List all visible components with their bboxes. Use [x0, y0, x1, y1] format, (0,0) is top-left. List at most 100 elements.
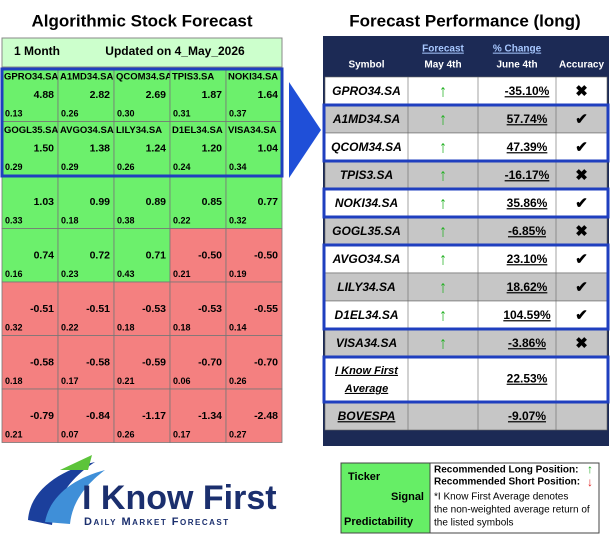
- cell-predictability: 0.29: [61, 162, 79, 172]
- grid-cell: [113, 121, 171, 176]
- cell-predictability: 0.24: [173, 162, 191, 172]
- cell-predictability: 0.33: [5, 215, 23, 225]
- cell-signal: -0.70: [254, 356, 278, 368]
- header-change: % Change: [493, 44, 542, 55]
- cell-ticker: QCOM34.SA: [116, 72, 172, 83]
- row-accuracy: ✔: [575, 139, 588, 156]
- cell-predictability: 0.26: [117, 162, 135, 172]
- cell-signal: 4.88: [34, 89, 55, 101]
- cell-signal: 0.74: [34, 249, 55, 261]
- row-accuracy: ✔: [575, 251, 588, 268]
- logo-name: I Know First: [82, 479, 277, 517]
- row-forecast: ↑: [439, 137, 448, 156]
- row-symbol: AVGO34.SA: [332, 252, 401, 266]
- cell-predictability: 0.07: [61, 429, 79, 439]
- cell-signal: -0.51: [30, 303, 54, 315]
- legend-note: *I Know First Average denotes: [434, 492, 568, 503]
- legend-long: Recommended Long Position:: [434, 465, 578, 476]
- grid-cell: [113, 388, 171, 443]
- cell-signal: -0.51: [86, 303, 110, 315]
- cell-predictability: 0.37: [229, 108, 247, 118]
- cell-signal: 1.64: [258, 89, 279, 101]
- average-change: 22.53%: [507, 372, 548, 386]
- table-row: [324, 132, 608, 162]
- grid-cell: [1, 335, 59, 390]
- cell-signal: -0.53: [142, 303, 166, 315]
- row-accuracy: ✖: [575, 335, 588, 352]
- cell-signal: 1.87: [202, 89, 223, 101]
- grid-cell: [225, 121, 283, 176]
- cell-signal: -0.59: [142, 356, 166, 368]
- row-forecast: ↑: [439, 305, 448, 324]
- highlight-box: [322, 187, 610, 219]
- logo-swoosh: [60, 455, 92, 470]
- row-accuracy: ✖: [575, 83, 588, 100]
- table-row: [324, 356, 608, 403]
- cell-signal: 2.82: [90, 89, 111, 101]
- header-change-date: June 4th: [496, 60, 537, 71]
- cell-predictability: 0.14: [229, 322, 247, 332]
- cell-predictability: 0.34: [229, 162, 247, 172]
- row-symbol: NOKI34.SA: [335, 196, 398, 210]
- cell-signal: 0.99: [90, 196, 111, 208]
- cell-signal: -0.79: [30, 410, 54, 422]
- horizon: 1 Month: [14, 44, 60, 58]
- row-symbol: D1EL34.SA: [334, 308, 398, 322]
- cell-ticker: TPIS3.SA: [172, 72, 214, 83]
- cell-signal: -0.50: [254, 249, 278, 261]
- cell-signal: -1.17: [142, 410, 166, 422]
- cell-signal: -1.34: [198, 410, 222, 422]
- cell-predictability: 0.30: [117, 108, 135, 118]
- row-forecast: ↑: [439, 249, 448, 268]
- table-row: [324, 104, 608, 134]
- row-change: -35.10%: [505, 84, 550, 98]
- row-accuracy: ✔: [575, 111, 588, 128]
- cell-predictability: 0.17: [61, 376, 79, 386]
- row-change: -6.85%: [508, 224, 546, 238]
- grid-cell: [1, 67, 59, 122]
- grid-cell: [225, 335, 283, 390]
- grid-cell: [1, 174, 59, 229]
- cell-predictability: 0.26: [229, 376, 247, 386]
- highlight-box: [0, 67, 284, 178]
- header-forecast-date: May 4th: [424, 60, 461, 71]
- grid-cell: [225, 388, 283, 443]
- legend-note: the non-weighted average return of: [434, 505, 590, 516]
- row-change: 47.39%: [507, 140, 548, 154]
- row-change: 57.74%: [507, 112, 548, 126]
- row-change: -3.86%: [508, 336, 546, 350]
- cell-predictability: 0.19: [229, 269, 247, 279]
- grid-cell: [1, 388, 59, 443]
- cell-predictability: 0.06: [173, 376, 191, 386]
- legend-short-icon: ↓: [587, 475, 593, 489]
- cell-signal: -0.53: [198, 303, 222, 315]
- legend-long-icon: ↑: [587, 462, 593, 476]
- cell-predictability: 0.22: [61, 322, 79, 332]
- row-forecast: ↑: [439, 165, 448, 184]
- row-symbol: GOGL35.SA: [332, 224, 401, 238]
- cell-signal: 1.04: [258, 142, 279, 154]
- cell-ticker: A1MD34.SA: [60, 72, 113, 83]
- cell-predictability: 0.16: [5, 269, 23, 279]
- cell-predictability: 0.27: [229, 429, 247, 439]
- cell-predictability: 0.26: [117, 429, 135, 439]
- cell-predictability: 0.17: [173, 429, 191, 439]
- cell-signal: 0.71: [146, 249, 167, 261]
- row-forecast: ↑: [439, 333, 448, 352]
- row-symbol: LILY34.SA: [337, 280, 395, 294]
- cell-signal: -0.50: [198, 249, 222, 261]
- logo-swoosh: [45, 470, 105, 524]
- right-title: Forecast Performance (long): [349, 11, 580, 30]
- row-symbol: QCOM34.SA: [331, 140, 402, 154]
- grid-cell: [225, 174, 283, 229]
- grid-cell: [169, 121, 227, 176]
- cell-predictability: 0.21: [5, 429, 23, 439]
- table-row: [324, 401, 608, 431]
- cell-signal: 1.20: [202, 142, 223, 154]
- cell-predictability: 0.13: [5, 108, 23, 118]
- cell-signal: 1.03: [34, 196, 55, 208]
- grid-cell: [113, 335, 171, 390]
- grid-cell: [57, 67, 115, 122]
- grid-cell: [169, 335, 227, 390]
